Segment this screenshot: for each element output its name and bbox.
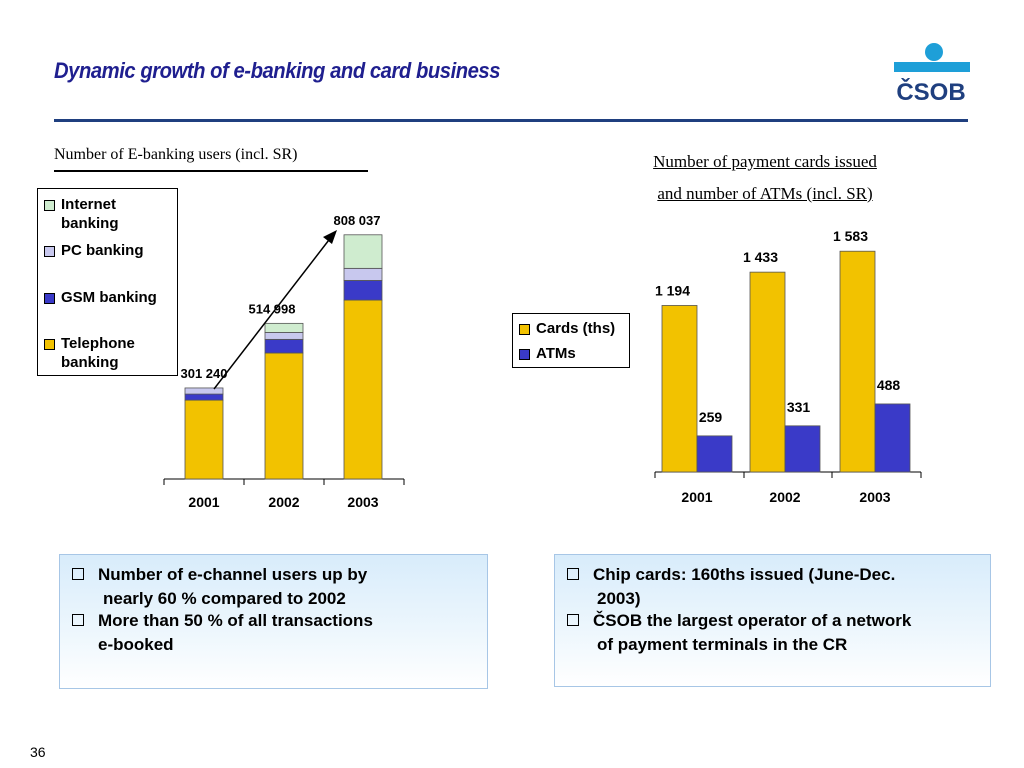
x-tick-label-2002: 2002 [268, 494, 299, 510]
bar-telephone-banking-2003 [343, 299, 383, 480]
data-label-2003: 488 [877, 377, 901, 393]
data-label-2003: 1 583 [833, 228, 868, 244]
right-bullet-2: ČSOB the largest operator of a network o… [567, 609, 911, 657]
legend-swatch [519, 349, 530, 360]
ebanking-legend: Internet banking PC banking GSM banking Tele… [37, 188, 178, 376]
bar-telephone-banking-2001 [184, 399, 224, 480]
left-bullet-1: Number of e-channel users up by nearly 6… [72, 563, 367, 611]
x-tick-label-2002: 2002 [769, 489, 800, 505]
legend-label: Internet banking [61, 196, 119, 232]
legend-item: ATMs [519, 344, 576, 363]
cards-atm-legend: Cards (ths) ATMs [512, 313, 630, 368]
data-label-2001: 259 [699, 409, 723, 425]
x-tick-label-2001: 2001 [681, 489, 712, 505]
legend-label: Telephone banking [61, 335, 135, 371]
left-chart-title: Number of E-banking users (incl. SR) [54, 146, 298, 163]
bar-cards-ths--2002 [749, 271, 786, 473]
legend-label: PC banking [61, 242, 144, 259]
right-chart-title-line1: Number of payment cards issued [653, 152, 877, 171]
bar-telephone-banking-2002 [264, 352, 304, 480]
checkbox-bullet-icon [72, 568, 84, 580]
legend-swatch [519, 324, 530, 335]
checkbox-bullet-icon [567, 568, 579, 580]
left-chart-title-underline [54, 170, 368, 172]
x-tick-label-2003: 2003 [859, 489, 890, 505]
checkbox-bullet-icon [567, 614, 579, 626]
bar-internet-banking-2003 [343, 234, 383, 269]
data-label-2001: 1 194 [655, 282, 690, 298]
right-bullet-1-line1: Chip cards: 160ths issued (June-Dec. [593, 565, 896, 584]
legend-label: Cards (ths) [536, 320, 616, 337]
left-bullet-2-line1: More than 50 % of all transactions [98, 611, 373, 630]
logo-bar [894, 62, 970, 72]
page-number: 36 [30, 744, 46, 760]
legend-swatch [44, 293, 55, 304]
trend-arrow-line [213, 235, 333, 390]
bar-atms-2001 [696, 435, 733, 473]
legend-label: ATMs [536, 345, 576, 362]
bar-atms-2003 [874, 403, 911, 473]
legend-item: Cards (ths) [519, 319, 615, 338]
left-bullet-2-line2: e-booked [98, 635, 174, 654]
right-chart-title-line2: and number of ATMs (incl. SR) [657, 184, 873, 203]
legend-item: PC banking [44, 241, 144, 260]
right-bullet-2-line1: ČSOB the largest operator of a network [593, 611, 912, 630]
left-bullet-2: More than 50 % of all transactions e-boo… [72, 609, 373, 657]
left-bullet-1-line2: nearly 60 % compared to 2002 [103, 589, 346, 608]
right-bullet-2-line2: of payment terminals in the CR [597, 635, 848, 654]
logo-text: ČSOB [896, 78, 965, 104]
bar-atms-2002 [784, 425, 821, 473]
legend-item: Telephone banking [44, 334, 135, 372]
legend-item: GSM banking [44, 288, 157, 307]
legend-label: GSM banking [61, 289, 157, 306]
bar-internet-banking-2002 [264, 322, 304, 333]
bar-cards-ths--2003 [839, 250, 876, 473]
data-label-2002: 1 433 [743, 249, 778, 265]
x-tick-label-2003: 2003 [347, 494, 378, 510]
bar-pc-banking-2001 [184, 387, 224, 395]
csob-logo: ČSOB [894, 43, 970, 104]
left-bullet-box: Number of e-channel users up by nearly 6… [59, 554, 488, 689]
trend-arrow-head [323, 230, 337, 244]
legend-swatch [44, 246, 55, 257]
right-bullet-box: Chip cards: 160ths issued (June-Dec. 200… [554, 554, 991, 687]
x-tick-label-2001: 2001 [188, 494, 219, 510]
right-chart-title: Number of payment cards issued and numbe… [600, 146, 930, 210]
legend-item: Internet banking [44, 195, 119, 233]
data-label-2002: 331 [787, 399, 811, 415]
legend-swatch [44, 200, 55, 211]
right-bullet-1: Chip cards: 160ths issued (June-Dec. 200… [567, 563, 895, 611]
right-bullet-1-line2: 2003) [597, 589, 641, 608]
slide-title: Dynamic growth of e-banking and card bus… [54, 58, 501, 83]
left-bullet-1-line1: Number of e-channel users up by [98, 565, 368, 584]
title-divider [54, 119, 968, 122]
logo-dot [925, 43, 943, 61]
total-label-2001: 301 240 [181, 366, 228, 381]
legend-swatch [44, 339, 55, 350]
bar-cards-ths--2001 [661, 305, 698, 473]
total-label-2003: 808 037 [334, 213, 381, 228]
checkbox-bullet-icon [72, 614, 84, 626]
total-label-2002: 514 998 [249, 301, 296, 316]
